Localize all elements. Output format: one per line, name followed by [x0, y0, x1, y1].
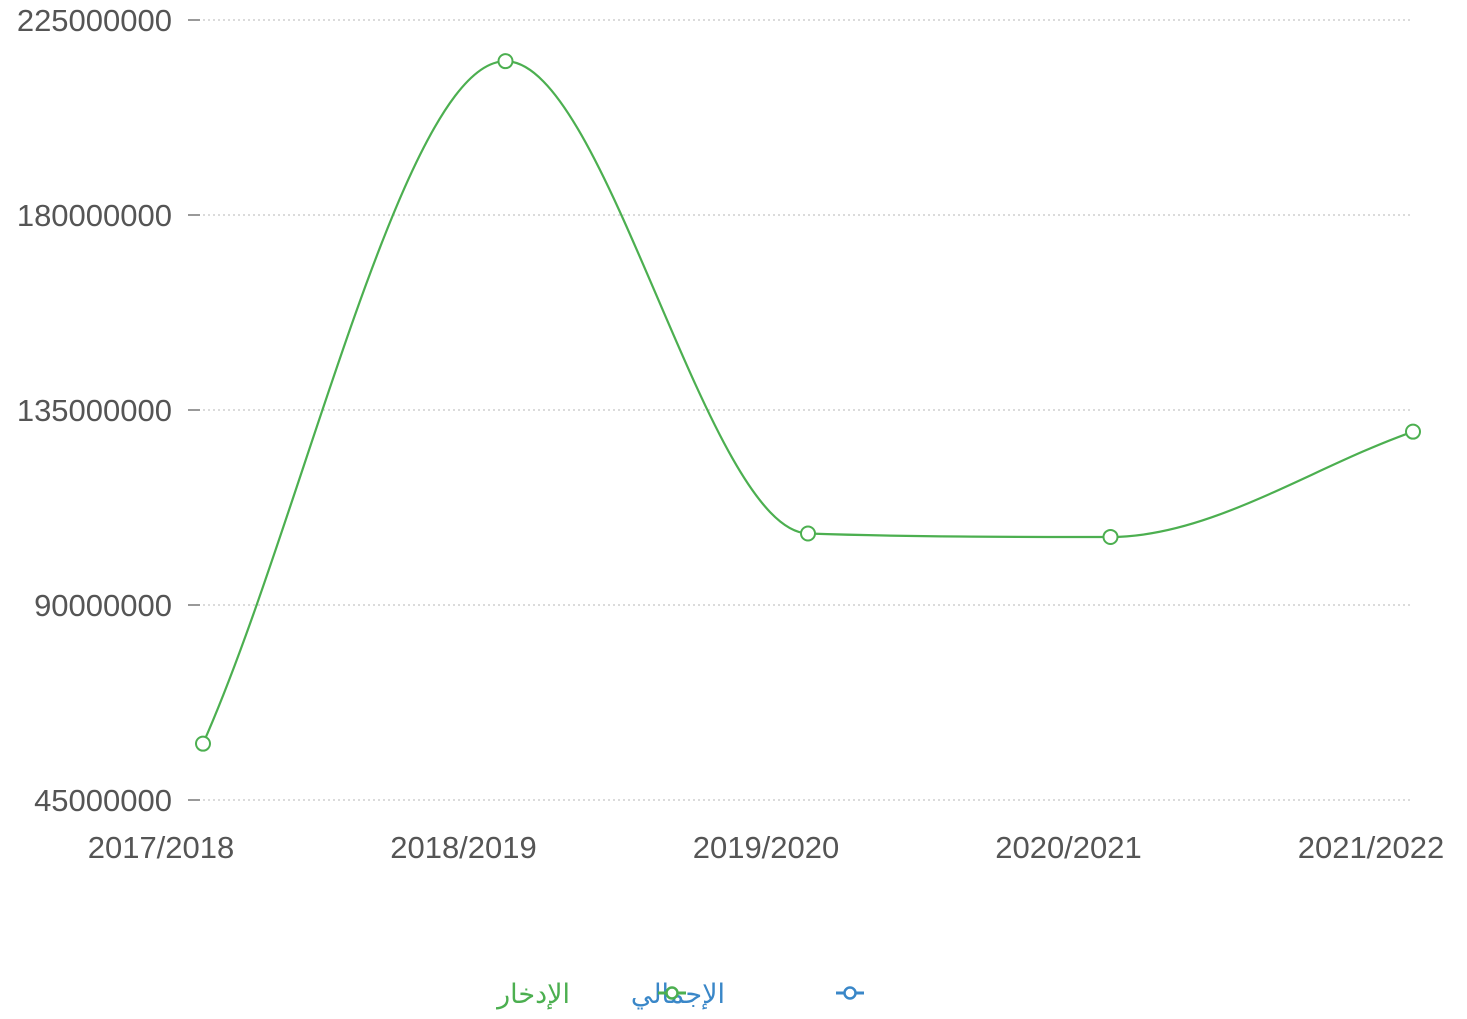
- x-tick-label: 2017/2018: [88, 830, 235, 865]
- data-point[interactable]: [1102, 528, 1119, 545]
- x-axis: 2017/2018 2018/2019 2019/2020 2020/2021 2021…: [88, 830, 1445, 865]
- legend-marker-dot: [843, 986, 857, 1000]
- legend-marker-dot: [665, 986, 679, 1000]
- x-tick-label: 2020/2021: [995, 830, 1142, 865]
- x-tick-label: 2018/2019: [390, 830, 537, 865]
- data-point[interactable]: [800, 525, 816, 542]
- legend: الإجماليالإدخار: [495, 979, 864, 1010]
- y-axis: 45000000 90000000 135000000 180000000 225000…: [17, 3, 200, 818]
- gridlines: [203, 19, 1413, 801]
- legend-item[interactable]: الإدخار: [495, 979, 686, 1010]
- data-point[interactable]: [195, 735, 211, 752]
- y-tick-label: 180000000: [17, 198, 172, 233]
- data-point[interactable]: [497, 53, 514, 70]
- y-tick-label: 90000000: [34, 588, 172, 623]
- series-lines: [201, 60, 1414, 745]
- y-tick-label: 45000000: [34, 783, 172, 818]
- y-tick-label: 135000000: [17, 393, 172, 428]
- y-tick-label: 225000000: [17, 3, 172, 38]
- x-tick-label: 2021/2022: [1298, 830, 1445, 865]
- series-line: [201, 60, 1414, 745]
- data-point[interactable]: [1405, 423, 1421, 440]
- data-points: [195, 53, 1421, 752]
- x-tick-label: 2019/2020: [693, 830, 840, 865]
- legend-label: الإدخار: [495, 979, 570, 1010]
